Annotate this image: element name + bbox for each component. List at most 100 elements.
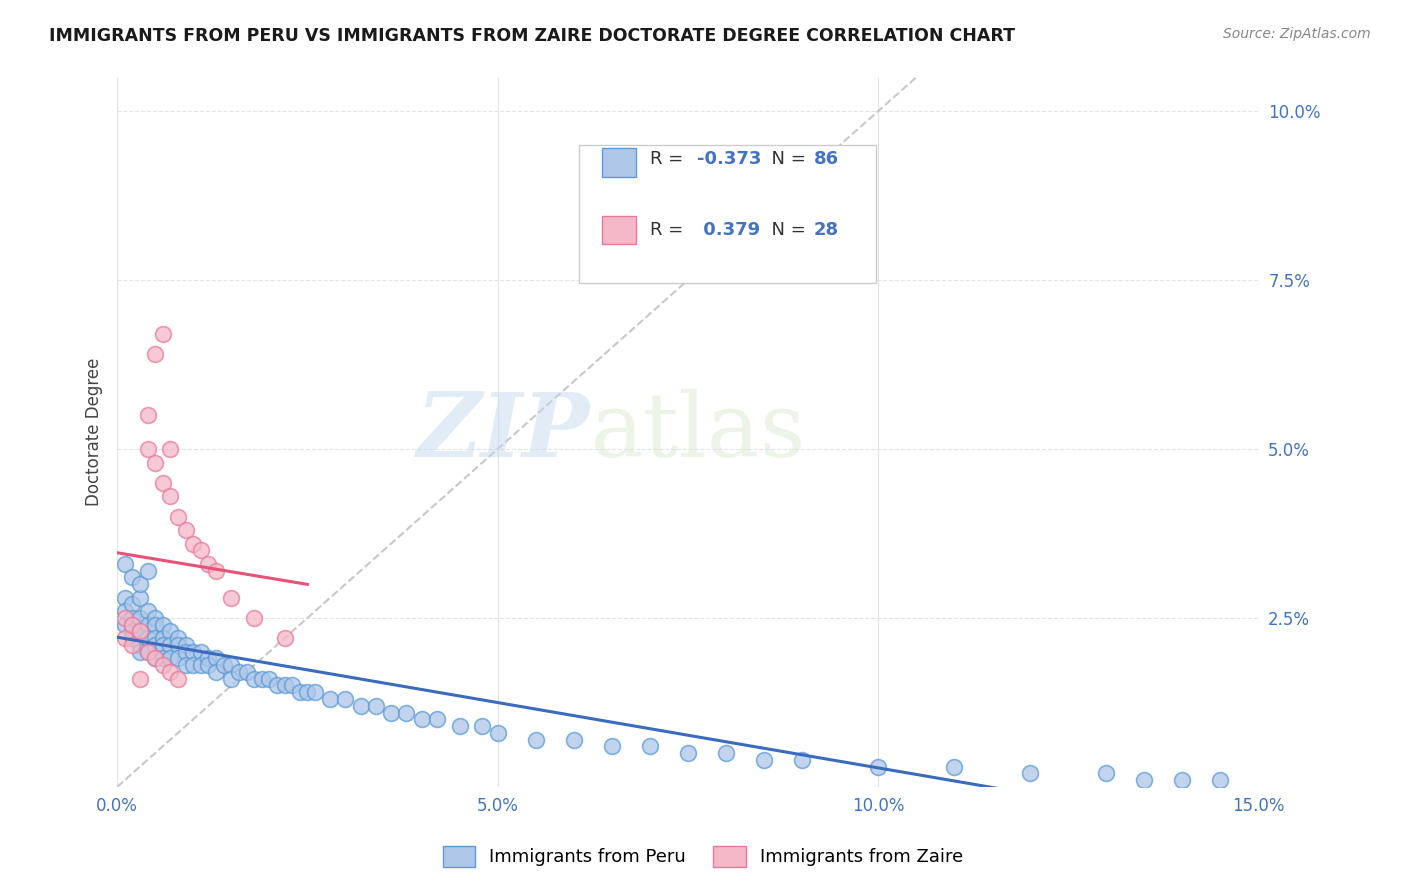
Point	[197, 658, 219, 673]
Point	[714, 746, 737, 760]
Point	[136, 409, 159, 423]
Point	[288, 685, 311, 699]
Point	[297, 685, 319, 699]
Point	[676, 746, 699, 760]
Point	[205, 651, 228, 665]
Point	[121, 624, 143, 639]
Point	[174, 523, 197, 537]
Point	[228, 665, 250, 679]
Point	[190, 645, 212, 659]
Point	[129, 624, 152, 639]
Point	[1209, 773, 1232, 788]
Point	[129, 611, 152, 625]
Point	[159, 442, 181, 456]
Point	[449, 719, 471, 733]
Point	[364, 698, 387, 713]
Point	[380, 706, 402, 720]
Point	[114, 591, 136, 605]
Point	[114, 611, 136, 625]
Point	[136, 564, 159, 578]
Text: 0.379: 0.379	[697, 221, 761, 239]
Legend: Immigrants from Peru, Immigrants from Zaire: Immigrants from Peru, Immigrants from Za…	[436, 838, 970, 874]
Text: ZIP: ZIP	[418, 389, 591, 475]
Point	[524, 732, 547, 747]
Point	[250, 672, 273, 686]
Point	[273, 631, 295, 645]
Point	[136, 631, 159, 645]
Point	[129, 645, 152, 659]
Point	[143, 347, 166, 361]
Point	[129, 577, 152, 591]
Point	[752, 753, 775, 767]
Point	[121, 598, 143, 612]
Point	[221, 591, 243, 605]
Point	[212, 658, 235, 673]
Y-axis label: Doctorate Degree: Doctorate Degree	[86, 358, 103, 507]
Point	[221, 658, 243, 673]
Point	[221, 672, 243, 686]
Point	[167, 651, 190, 665]
Point	[174, 645, 197, 659]
Point	[190, 658, 212, 673]
Text: N =: N =	[759, 150, 811, 168]
Point	[600, 739, 623, 754]
Point	[167, 509, 190, 524]
Point	[136, 645, 159, 659]
Point	[121, 638, 143, 652]
Point	[243, 611, 266, 625]
Point	[562, 732, 585, 747]
Point	[266, 678, 288, 692]
Point	[790, 753, 813, 767]
Point	[152, 327, 174, 342]
Point	[205, 665, 228, 679]
Point	[121, 611, 143, 625]
Point	[197, 557, 219, 571]
Point	[143, 456, 166, 470]
Point	[205, 564, 228, 578]
Point	[136, 645, 159, 659]
Point	[181, 536, 204, 550]
Point	[143, 631, 166, 645]
Point	[638, 739, 661, 754]
Point	[350, 698, 373, 713]
Point	[273, 678, 295, 692]
Point	[143, 651, 166, 665]
Text: R =: R =	[650, 221, 689, 239]
Point	[426, 712, 449, 726]
Point	[167, 638, 190, 652]
Point	[152, 475, 174, 490]
Point	[143, 651, 166, 665]
Point	[1095, 766, 1118, 780]
Point	[174, 658, 197, 673]
Point	[136, 442, 159, 456]
Text: atlas: atlas	[591, 388, 806, 475]
Point	[143, 617, 166, 632]
Point	[152, 651, 174, 665]
Text: N =: N =	[759, 221, 811, 239]
FancyBboxPatch shape	[579, 145, 876, 283]
Point	[259, 672, 281, 686]
Point	[395, 706, 418, 720]
Point	[243, 672, 266, 686]
Point	[471, 719, 494, 733]
Point	[114, 631, 136, 645]
Point	[143, 638, 166, 652]
Point	[319, 692, 342, 706]
FancyBboxPatch shape	[602, 216, 637, 244]
Point	[152, 658, 174, 673]
Point	[159, 651, 181, 665]
Point	[114, 557, 136, 571]
Point	[143, 611, 166, 625]
Text: R =: R =	[650, 150, 689, 168]
Point	[486, 726, 509, 740]
Point	[943, 759, 966, 773]
Point	[190, 543, 212, 558]
Point	[129, 591, 152, 605]
Point	[159, 489, 181, 503]
Point	[114, 604, 136, 618]
Point	[1019, 766, 1042, 780]
Point	[181, 658, 204, 673]
Point	[129, 624, 152, 639]
Point	[411, 712, 433, 726]
Point	[121, 631, 143, 645]
